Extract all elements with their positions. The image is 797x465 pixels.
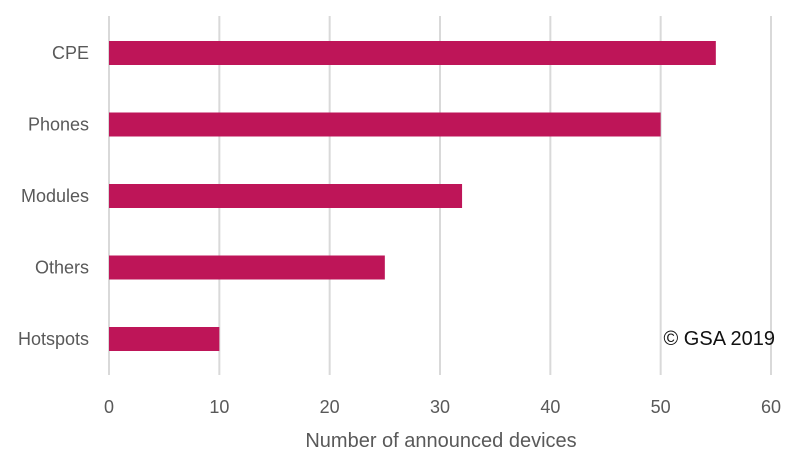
x-axis-title: Number of announced devices [305,430,576,452]
bars [109,41,716,351]
x-tick-label: 40 [540,397,560,417]
category-label: Phones [28,115,89,135]
category-labels: CPE Phones Modules Others Hotspots [18,43,89,349]
bar-cpe [109,41,716,65]
category-label: CPE [52,43,89,63]
bar-phones [109,112,661,137]
x-tick-label: 20 [320,397,340,417]
bar-others [109,255,385,280]
category-label: Others [35,258,89,278]
category-label: Modules [21,186,89,206]
x-tick-label: 60 [761,397,781,417]
x-tick-label: 50 [651,397,671,417]
x-tick-label: 30 [430,397,450,417]
copyright-watermark: © GSA 2019 [664,328,775,350]
x-tick-labels: 0 10 20 30 40 50 60 [104,397,781,417]
x-tick-label: 10 [209,397,229,417]
bar-modules [109,184,463,208]
x-tick-label: 0 [104,397,114,417]
bar-hotspots [109,327,220,351]
category-label: Hotspots [18,329,89,349]
